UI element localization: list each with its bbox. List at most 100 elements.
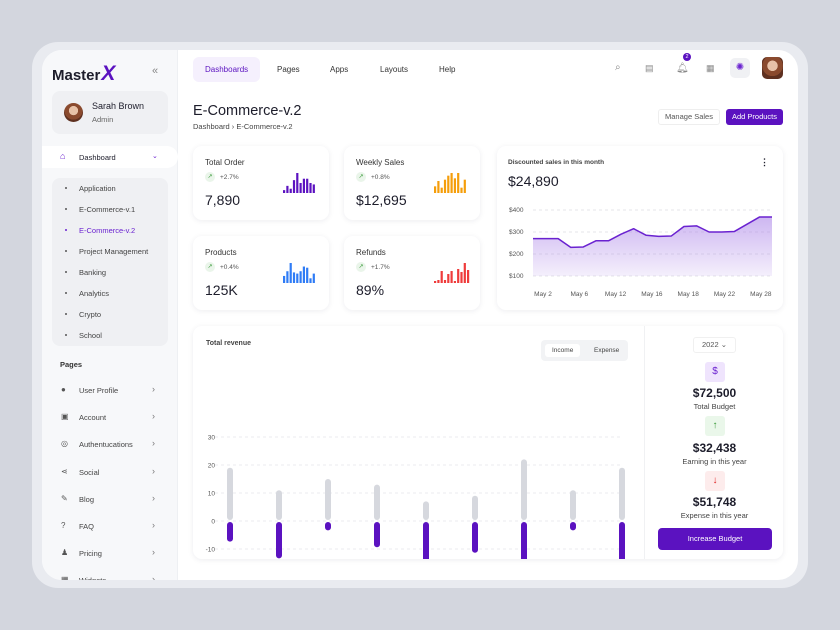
discounted-sales-card: Discounted sales in this month $24,890 ⋮… (497, 146, 783, 310)
trend-up-icon: ↗ (356, 172, 366, 182)
sidebar-item-page[interactable]: ♟ Pricing › (42, 543, 178, 563)
chart-title: Discounted sales in this month (508, 159, 605, 166)
expense-bar (374, 522, 380, 548)
total-budget-value: $72,500 (692, 386, 737, 400)
nav-layouts[interactable]: Layouts (380, 65, 409, 74)
stat-value: 89% (356, 282, 385, 298)
y-tick-label: -10 (206, 547, 216, 554)
sidebar-item-dashboard[interactable]: ⌂ Dashboard ⌄ (42, 146, 178, 168)
nav-dashboards[interactable]: Dashboards (193, 57, 261, 82)
sparkline-bar (440, 271, 443, 283)
area-fill (533, 217, 772, 276)
chat-icon[interactable]: ▤ (645, 63, 654, 73)
nav-help[interactable]: Help (439, 65, 456, 74)
fingerprint-icon: ◎ (61, 439, 68, 449)
sidebar-item-label: Authentucations (79, 440, 133, 450)
sidebar-subitem[interactable]: E-Commerce-v.1 (52, 199, 168, 220)
user-role: Admin (92, 115, 114, 124)
sidebar-item-page[interactable]: ✎ Blog › (42, 489, 178, 509)
stat-card: Weekly Sales ↗ +0.8% $12,695 (344, 146, 480, 220)
sparkline-bar (434, 281, 437, 283)
apps-grid-icon[interactable]: ▦ (706, 63, 715, 73)
sparkline-bar (457, 173, 460, 193)
more-options-icon[interactable]: ⋮ (760, 157, 769, 167)
tab-expense[interactable]: Expense (594, 347, 620, 354)
sparkline-bar (302, 266, 305, 283)
page-title: E-Commerce-v.2 (193, 103, 302, 119)
sidebar-subitem[interactable]: Project Management (52, 241, 168, 262)
discounted-sales-value: $24,890 (508, 173, 559, 189)
budget-panel: 2022 ⌄ $ $72,500 Total Budget ↑ $32,438 … (644, 326, 783, 559)
income-bar (325, 479, 331, 520)
sidebar-item-page[interactable]: ▣ Account › (42, 407, 178, 427)
year-select[interactable]: 2022 ⌄ (693, 337, 736, 353)
manage-sales-button[interactable]: Manage Sales (658, 109, 720, 125)
trend-up-icon: ↗ (205, 172, 215, 182)
total-revenue-card: Total revenue Income Expense 3020100-10-… (193, 326, 783, 559)
sidebar-subitem[interactable]: Crypto (52, 304, 168, 325)
bell-icon[interactable]: 🔔︎ (676, 63, 689, 74)
sidebar-subitem[interactable]: School (52, 325, 168, 346)
expense-bar (570, 522, 576, 531)
tab-income[interactable]: Income (545, 344, 581, 357)
sidebar-item-page[interactable]: ◎ Authentucations › (42, 434, 178, 454)
sparkline-bar (450, 173, 453, 193)
increase-budget-button[interactable]: Increase Budget (658, 528, 772, 550)
sparkline-bar (289, 188, 292, 193)
chevron-right-icon: › (152, 520, 155, 530)
sparkline-bars (434, 173, 466, 193)
sidebar-item-page[interactable]: ? FAQ › (42, 516, 178, 536)
stat-title: Refunds (356, 248, 386, 257)
theme-toggle-sun-icon[interactable]: ✺ (730, 58, 750, 78)
add-products-button[interactable]: Add Products (726, 109, 783, 125)
stat-change: +0.4% (220, 264, 239, 271)
chevron-right-icon: › (152, 411, 155, 422)
bullet-icon (65, 229, 67, 231)
notification-badge: 2 (683, 53, 691, 61)
x-tick-label: May 18 (678, 291, 700, 298)
breadcrumb-dashboard[interactable]: Dashboard (193, 122, 230, 131)
stat-title: Products (205, 248, 237, 257)
search-icon[interactable]: ⌕ (615, 62, 621, 73)
sparkline-bar (306, 267, 309, 283)
chevron-right-icon: › (152, 574, 155, 580)
expense-bar (472, 522, 478, 553)
sidebar-subitem[interactable]: Application (52, 178, 168, 199)
sparkline-bar (447, 175, 450, 193)
sidebar-item-label: Account (79, 413, 107, 423)
income-bar (570, 490, 576, 520)
sidebar-subitem[interactable]: Analytics (52, 283, 168, 304)
sparkline-bar (299, 183, 302, 193)
y-tick-label: $400 (509, 207, 524, 214)
sidebar-item-page[interactable]: ▦ Widgets › (42, 570, 178, 580)
sparkline-bar (306, 178, 309, 193)
sparkline-bar (463, 263, 466, 283)
x-tick-label: May 22 (714, 291, 736, 298)
sidebar-subitem[interactable]: Banking (52, 262, 168, 283)
income-bar (423, 501, 429, 520)
profile-avatar[interactable] (762, 57, 783, 79)
stat-card: Refunds ↗ +1.7% 89% (344, 236, 480, 310)
collapse-sidebar-icon[interactable]: « (152, 65, 159, 77)
expense-bar (423, 522, 429, 559)
user-card[interactable]: Sarah Brown Admin (52, 91, 168, 134)
bullet-icon (65, 208, 67, 210)
sidebar-subitem[interactable]: E-Commerce-v.2 (52, 220, 168, 241)
sparkline-bar (434, 186, 437, 193)
sparkline-bar (296, 273, 299, 283)
nav-pages[interactable]: Pages (277, 65, 300, 74)
sidebar-item-page[interactable]: ● User Profile › (42, 380, 178, 400)
trend-up-icon: ↗ (356, 262, 366, 272)
logo: MasterX (52, 62, 116, 85)
expense-bar (619, 522, 625, 559)
sparkline-bars (283, 173, 315, 193)
sidebar-item-label: FAQ (79, 522, 95, 531)
stat-change: +1.7% (371, 264, 390, 271)
sparkline-bar (443, 280, 447, 283)
x-tick-label: May 16 (641, 291, 663, 298)
sidebar-item-page[interactable]: ⋖ Social › (42, 462, 178, 482)
nav-apps[interactable]: Apps (330, 65, 349, 74)
y-tick-label: 0 (211, 519, 215, 526)
sparkline-bar (302, 178, 305, 193)
sidebar: MasterX « Sarah Brown Admin ⌂ Dashboard … (42, 50, 178, 580)
